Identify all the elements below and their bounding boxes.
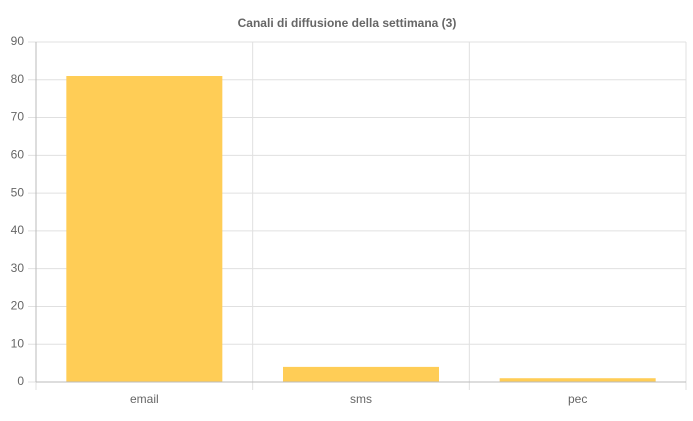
y-tick-label: 90 [11,34,25,48]
y-tick-label: 10 [11,336,25,350]
x-tick-label: email [130,392,159,406]
bar [66,76,223,382]
y-tick-label: 70 [11,110,25,124]
y-tick-label: 30 [11,261,25,275]
chart-title: Canali di diffusione della settimana (3) [238,16,457,30]
bar [499,378,656,382]
y-tick-label: 40 [11,223,25,237]
y-tick-label: 80 [11,72,25,86]
x-tick-label: sms [350,392,372,406]
y-tick-label: 60 [11,148,25,162]
y-tick-label: 20 [11,299,25,313]
x-tick-label: pec [568,392,587,406]
y-tick-label: 50 [11,185,25,199]
bar [283,366,439,382]
y-tick-label: 0 [17,374,24,388]
